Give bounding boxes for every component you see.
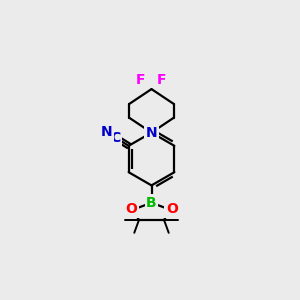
Text: O: O — [166, 202, 178, 216]
Text: O: O — [125, 202, 137, 216]
Text: B: B — [146, 196, 157, 210]
Text: C: C — [110, 130, 121, 145]
Text: N: N — [146, 126, 157, 140]
Text: F: F — [136, 73, 146, 87]
Text: F: F — [157, 73, 167, 87]
Text: N: N — [101, 125, 113, 139]
